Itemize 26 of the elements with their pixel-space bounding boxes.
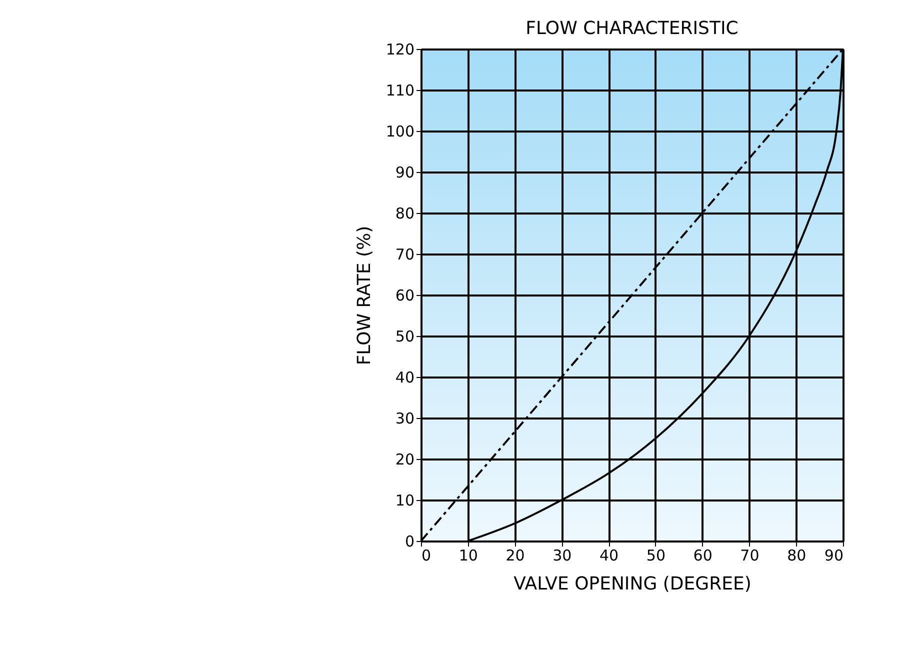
- y-axis-title: FLOW RATE (%): [354, 226, 375, 366]
- y-tick-label: 10: [395, 492, 414, 510]
- x-tick-label: 90: [824, 546, 844, 564]
- x-tick-label: 70: [740, 546, 760, 564]
- chart-title: FLOW CHARACTERISTIC: [526, 18, 738, 39]
- y-tick-label: 40: [395, 368, 414, 386]
- y-tick-label: 120: [386, 40, 414, 58]
- x-tick-label: 0: [422, 546, 432, 564]
- y-tick-label: 100: [386, 122, 414, 140]
- y-tick-label: 50: [395, 328, 414, 346]
- x-tick-label: 60: [693, 546, 712, 564]
- x-axis-title: VALVE OPENING (DEGREE): [514, 574, 752, 594]
- y-tick-label: 70: [395, 246, 414, 264]
- x-tick-label: 50: [646, 546, 666, 564]
- y-tick-label: 80: [395, 204, 414, 222]
- y-tick-label: 0: [404, 532, 414, 550]
- x-tick-label: 10: [458, 546, 478, 564]
- y-tick-label: 20: [395, 450, 414, 468]
- y-tick-label: 90: [395, 164, 414, 182]
- x-tick-label: 80: [787, 546, 806, 564]
- y-tick-label: 60: [395, 286, 414, 304]
- x-tick-label: 20: [506, 546, 525, 564]
- x-tick-label: 30: [552, 546, 572, 564]
- y-tick-label: 30: [395, 410, 414, 428]
- x-tick-label: 40: [600, 546, 619, 564]
- y-tick-label: 110: [386, 82, 414, 100]
